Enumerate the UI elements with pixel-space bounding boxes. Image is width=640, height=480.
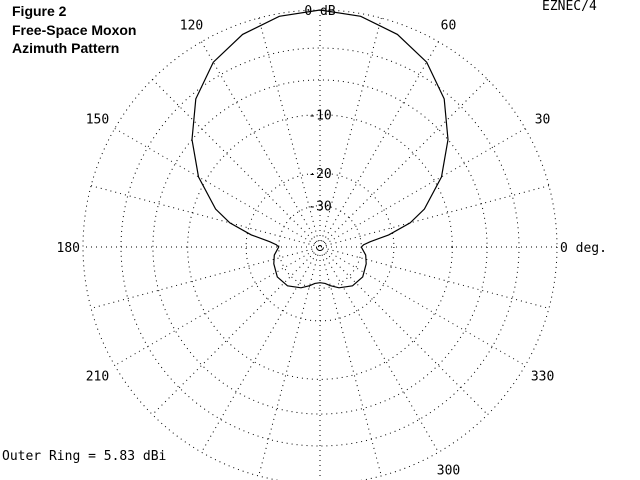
angle-label: 210	[86, 370, 109, 385]
title-line-2: Free-Space Moxon	[12, 22, 136, 38]
angle-label: 180	[57, 241, 80, 256]
angle-label: 150	[86, 113, 109, 128]
grid-ring	[82, 9, 558, 480]
title-line-3: Azimuth Pattern	[12, 40, 119, 56]
angle-label: 330	[531, 370, 554, 385]
grid-spoke	[114, 128, 526, 366]
angle-label: 30	[535, 113, 551, 128]
azimuth-pattern-trace	[191, 9, 449, 289]
polar-grid	[82, 9, 558, 480]
grid-spoke	[201, 41, 439, 453]
angle-label: 60	[441, 18, 457, 33]
grid-spoke	[90, 185, 550, 309]
title-line-1: Figure 2	[12, 3, 67, 19]
grid-ring	[245, 172, 395, 322]
angle-label: 120	[180, 18, 203, 33]
grid-spoke	[201, 41, 439, 453]
grid-spoke	[114, 128, 526, 366]
ring-label: -10	[308, 109, 331, 124]
program-name: EZNEC/4	[542, 0, 597, 14]
grid-ring	[120, 47, 520, 447]
ring-label: 0 dB	[304, 4, 335, 19]
outer-ring-note: Outer Ring = 5.83 dBi	[2, 449, 166, 464]
angle-label: 0 deg.	[560, 241, 607, 256]
angle-label: 300	[437, 464, 460, 479]
grid-ring	[152, 79, 488, 415]
chart-labels: 0 dB -10 -20 -30 0 deg. 30 60 120 150 180 210 300 33…	[57, 4, 607, 479]
grid-ring	[187, 114, 453, 380]
grid-spoke	[90, 185, 550, 309]
ring-label: -20	[308, 167, 331, 182]
ring-label: -30	[308, 200, 331, 215]
